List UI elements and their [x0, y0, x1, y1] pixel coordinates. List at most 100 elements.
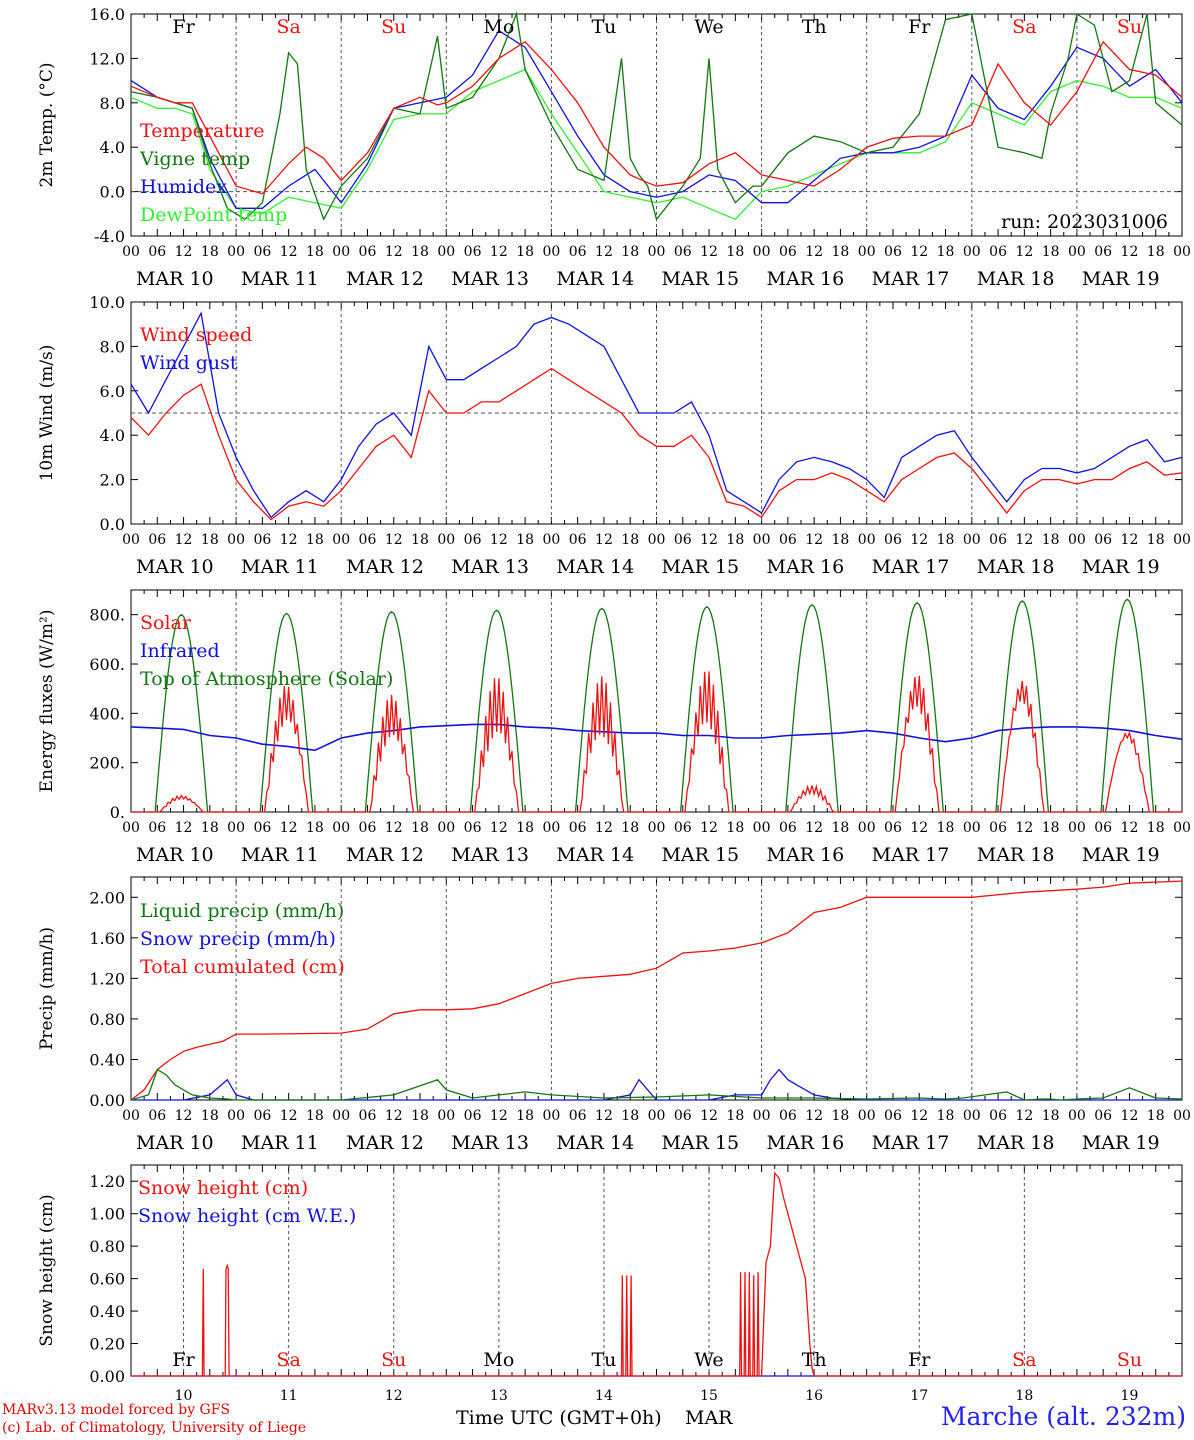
- hour-tick-label: 00: [437, 820, 455, 836]
- hour-tick-label: 06: [1094, 244, 1112, 260]
- hour-tick-label: 00: [332, 244, 350, 260]
- y-tick-label: 800.: [89, 606, 125, 625]
- hour-tick-label: 12: [700, 820, 718, 836]
- legend-entry: Top of Atmosphere (Solar): [140, 668, 393, 690]
- hour-tick-label: 00: [332, 1108, 350, 1124]
- hour-tick-label: 12: [595, 244, 613, 260]
- hour-tick-label: 18: [201, 244, 219, 260]
- hour-tick-label: 00: [1068, 244, 1086, 260]
- hour-tick-label: 00: [963, 820, 981, 836]
- hour-tick-label: 06: [884, 820, 902, 836]
- hour-tick-label: 18: [832, 820, 850, 836]
- hour-tick-label: 12: [1015, 1108, 1033, 1124]
- y-tick-label: 0.40: [89, 1302, 125, 1321]
- date-label: MAR 12: [346, 1132, 424, 1154]
- hour-tick-label: 06: [569, 1108, 587, 1124]
- hour-tick-label: 12: [1121, 1108, 1139, 1124]
- day-number: 11: [280, 1388, 298, 1404]
- hour-tick-label: 06: [989, 1108, 1007, 1124]
- hour-tick-label: 00: [648, 1108, 666, 1124]
- day-number: 17: [910, 1388, 928, 1404]
- hour-tick-label: 18: [1042, 532, 1060, 548]
- hour-tick-label: 00: [963, 244, 981, 260]
- hour-tick-label: 06: [464, 244, 482, 260]
- y-tick-label: 0.80: [89, 1010, 125, 1029]
- hour-tick-label: 00: [1173, 244, 1191, 260]
- date-label: MAR 18: [977, 556, 1055, 578]
- day-name-bottom: Th: [802, 1349, 827, 1371]
- day-number: 19: [1121, 1388, 1139, 1404]
- hour-tick-label: 18: [516, 820, 534, 836]
- hour-tick-label: 06: [884, 532, 902, 548]
- hour-tick-label: 00: [542, 820, 560, 836]
- hour-tick-label: 06: [253, 1108, 271, 1124]
- hour-tick-label: 18: [1147, 532, 1165, 548]
- y-tick-label: 4.0: [100, 138, 125, 157]
- month-label: MAR: [685, 1407, 733, 1429]
- hour-tick-label: 18: [621, 1108, 639, 1124]
- date-label: MAR 11: [241, 844, 319, 866]
- hour-tick-label: 12: [280, 1108, 298, 1124]
- day-name-bottom: Mo: [483, 1349, 514, 1371]
- y-tick-label: 0.20: [89, 1335, 125, 1354]
- day-name-bottom: Sa: [1012, 1349, 1036, 1371]
- hour-tick-label: 00: [122, 244, 140, 260]
- x-axis-title: Time UTC (GMT+0h): [456, 1407, 662, 1429]
- hour-tick-label: 00: [858, 244, 876, 260]
- y-tick-label: 1.20: [89, 969, 125, 988]
- day-number: 18: [1015, 1388, 1033, 1404]
- hour-tick-label: 06: [569, 820, 587, 836]
- hour-tick-label: 18: [1042, 1108, 1060, 1124]
- hour-tick-label: 12: [280, 820, 298, 836]
- y-tick-label: 1.00: [89, 1205, 125, 1224]
- hour-tick-label: 12: [280, 244, 298, 260]
- legend-entry: Temperature: [140, 120, 264, 142]
- hour-tick-label: 00: [227, 244, 245, 260]
- day-name-bottom: Fr: [908, 1349, 931, 1371]
- legend-entry: Solar: [140, 612, 192, 634]
- series-line-temperature: [130, 40, 1183, 195]
- hour-tick-label: 12: [490, 1108, 508, 1124]
- date-label: MAR 15: [661, 844, 739, 866]
- hour-tick-label: 06: [359, 1108, 377, 1124]
- date-label: MAR 16: [767, 556, 845, 578]
- hour-tick-label: 18: [726, 820, 744, 836]
- legend-entry: Vigne temp: [139, 148, 250, 170]
- hour-tick-label: 06: [148, 1108, 166, 1124]
- day-name: Th: [802, 16, 827, 38]
- hour-tick-label: 06: [148, 532, 166, 548]
- hour-tick-label: 06: [1094, 820, 1112, 836]
- legend-entry: Humidex: [140, 176, 227, 198]
- hour-tick-label: 18: [1147, 820, 1165, 836]
- hour-tick-label: 12: [385, 820, 403, 836]
- date-label: MAR 18: [977, 844, 1055, 866]
- y-tick-label: 1.60: [89, 929, 125, 948]
- hour-tick-label: 06: [464, 532, 482, 548]
- hour-tick-label: 00: [227, 820, 245, 836]
- hour-tick-label: 18: [201, 820, 219, 836]
- hour-tick-label: 06: [779, 1108, 797, 1124]
- date-label: MAR 15: [661, 1132, 739, 1154]
- hour-tick-label: 06: [1094, 532, 1112, 548]
- hour-tick-label: 00: [437, 244, 455, 260]
- hour-tick-label: 12: [1121, 820, 1139, 836]
- day-name-bottom: Fr: [172, 1349, 195, 1371]
- y-tick-label: 8.0: [100, 94, 125, 113]
- date-label: MAR 15: [661, 556, 739, 578]
- date-label: MAR 14: [556, 844, 634, 866]
- date-label: MAR 12: [346, 268, 424, 290]
- hour-tick-label: 12: [805, 1108, 823, 1124]
- day-name: Fr: [172, 16, 195, 38]
- y-tick-label: 600.: [89, 655, 125, 674]
- hour-tick-label: 06: [569, 532, 587, 548]
- legend-entry: Infrared: [140, 640, 220, 662]
- date-label: MAR 12: [346, 556, 424, 578]
- y-tick-label: 4.0: [100, 426, 125, 445]
- legend-entry: Snow height (cm W.E.): [138, 1205, 356, 1227]
- hour-tick-label: 18: [621, 532, 639, 548]
- day-name: Sa: [276, 16, 300, 38]
- hour-tick-label: 12: [595, 820, 613, 836]
- y-axis-label: Energy fluxes (W/m²): [37, 610, 57, 793]
- hour-tick-label: 00: [437, 532, 455, 548]
- hour-tick-label: 18: [411, 244, 429, 260]
